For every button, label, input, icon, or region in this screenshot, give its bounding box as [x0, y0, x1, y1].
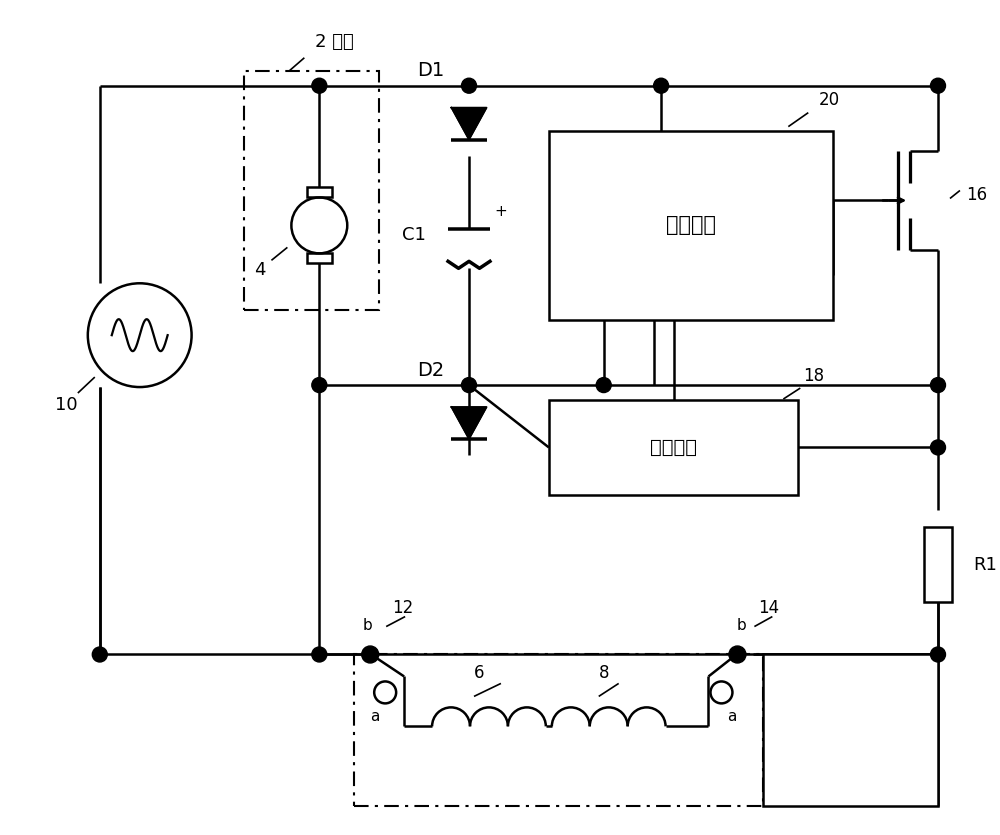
Text: a: a — [371, 710, 380, 725]
Text: 12: 12 — [393, 599, 414, 616]
Bar — [549, 130, 833, 320]
Text: b: b — [362, 618, 372, 633]
Text: 14: 14 — [758, 599, 779, 616]
Circle shape — [312, 377, 327, 392]
Text: 8: 8 — [598, 665, 609, 682]
Text: 4: 4 — [254, 261, 266, 280]
Bar — [549, 400, 798, 495]
Circle shape — [654, 78, 669, 94]
Circle shape — [462, 377, 476, 392]
Text: D1: D1 — [417, 61, 445, 80]
Bar — [354, 655, 763, 806]
Circle shape — [710, 681, 732, 703]
Text: 电流检测: 电流检测 — [650, 438, 697, 457]
Circle shape — [92, 647, 107, 662]
Circle shape — [931, 377, 945, 392]
Bar — [307, 253, 332, 263]
Circle shape — [312, 78, 327, 94]
Circle shape — [312, 647, 327, 662]
Text: 控制电路: 控制电路 — [666, 215, 716, 235]
Circle shape — [362, 646, 379, 663]
Text: 6: 6 — [474, 665, 484, 682]
Text: 10: 10 — [55, 396, 78, 414]
Text: R1: R1 — [973, 555, 997, 574]
Circle shape — [729, 646, 746, 663]
Text: a: a — [727, 710, 736, 725]
Bar — [924, 527, 952, 602]
Text: 20: 20 — [818, 91, 839, 109]
Text: 18: 18 — [803, 367, 824, 385]
Circle shape — [596, 377, 611, 392]
Circle shape — [374, 681, 396, 703]
Text: D2: D2 — [417, 361, 445, 380]
Text: 2 马达: 2 马达 — [315, 33, 354, 51]
Bar — [763, 655, 938, 806]
Text: b: b — [737, 618, 746, 633]
Text: C1: C1 — [402, 226, 426, 245]
Bar — [307, 188, 332, 197]
Circle shape — [931, 78, 945, 94]
Polygon shape — [451, 407, 487, 439]
Text: +: + — [495, 205, 507, 220]
Text: 16: 16 — [966, 186, 987, 205]
Circle shape — [931, 440, 945, 455]
Polygon shape — [451, 108, 487, 139]
Circle shape — [931, 647, 945, 662]
Bar — [244, 71, 379, 311]
Circle shape — [462, 78, 476, 94]
